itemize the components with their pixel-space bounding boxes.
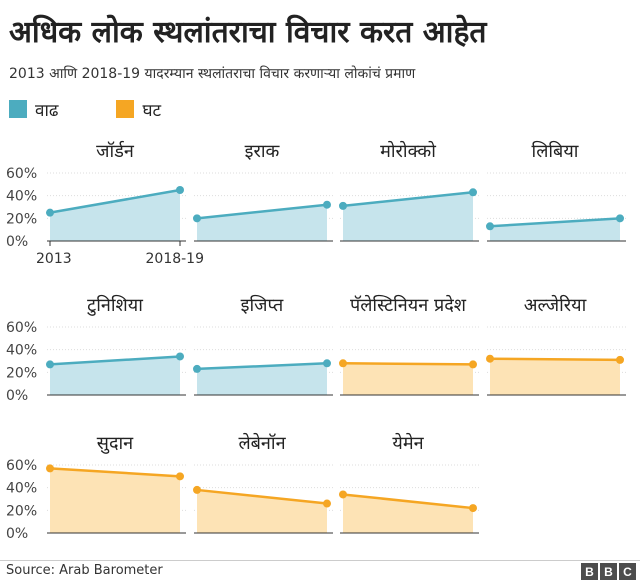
legend-label-decrease: घट	[142, 100, 162, 121]
series-line	[489, 217, 621, 228]
series-line	[342, 493, 474, 510]
data-point	[616, 214, 624, 223]
legend-label-increase: वाढ	[35, 100, 59, 121]
data-point	[323, 200, 331, 209]
panel-title: टुनिशिया	[86, 294, 143, 316]
bbc-logo: B B C	[581, 563, 636, 580]
panel-title: जॉर्डन	[96, 140, 135, 162]
series-line	[196, 203, 328, 220]
series-line	[342, 191, 474, 208]
data-point	[616, 355, 624, 364]
y-tick-label: 0%	[6, 526, 28, 542]
y-tick-label: 60%	[6, 320, 37, 336]
area-fill	[490, 358, 620, 395]
data-point	[339, 359, 347, 368]
y-tick-label: 40%	[6, 189, 37, 205]
data-point	[176, 472, 184, 481]
data-point	[469, 504, 477, 513]
y-tick-label: 0%	[6, 388, 28, 404]
chart-subtitle: 2013 आणि 2018-19 यादरम्यान स्थलांतराचा व…	[9, 66, 416, 82]
area-fill	[50, 468, 180, 533]
data-point	[193, 364, 201, 373]
series-line	[49, 467, 181, 478]
y-tick-label: 40%	[6, 481, 37, 497]
legend-swatch-increase	[9, 100, 27, 118]
source-note: Source: Arab Barometer	[6, 563, 163, 578]
y-tick-label: 20%	[6, 211, 37, 227]
area-fill	[343, 192, 473, 241]
series-line	[342, 362, 474, 366]
panel-title: पॅलेस्टिनियन प्रदेश	[350, 294, 467, 316]
panel-title: लेबेनॉन	[238, 432, 286, 454]
bbc-logo-letter: C	[619, 563, 636, 580]
area-fill	[490, 218, 620, 241]
series-line	[49, 188, 181, 214]
bbc-logo-letter: B	[600, 563, 617, 580]
data-point	[339, 201, 347, 210]
area-fill	[50, 190, 180, 241]
data-point	[46, 360, 54, 369]
chart-title: अधिक लोक स्थलांतराचा विचार करत आहेत	[9, 15, 487, 50]
series-line	[489, 357, 621, 362]
data-point	[486, 354, 494, 363]
panel-title: येमेन	[392, 432, 424, 454]
y-tick-label: 60%	[6, 166, 37, 182]
data-point	[469, 360, 477, 369]
data-point	[486, 222, 494, 231]
data-point	[339, 490, 347, 499]
data-point	[469, 188, 477, 197]
panel-title: मोरोक्को	[380, 140, 436, 162]
y-tick-label: 40%	[6, 343, 37, 359]
y-tick-label: 20%	[6, 365, 37, 381]
x-tick-label: 2013	[36, 251, 72, 267]
small-multiples-chart: 60% 40% 20% 0% 60% 40% 20% 0% 60% 40% 20% 0% जॉर्डन इ…	[6, 140, 626, 542]
panel-title: लिबिया	[532, 140, 579, 162]
panel-title: इजिप्त	[241, 294, 284, 316]
x-tick-label: 2018-19	[146, 251, 205, 267]
legend-swatch-decrease	[116, 100, 135, 118]
area-fill	[197, 363, 327, 395]
y-tick-label: 20%	[6, 503, 37, 519]
panel-title: इराक	[245, 141, 281, 162]
data-point	[193, 485, 201, 494]
area-fill	[343, 363, 473, 395]
data-point	[176, 186, 184, 194]
y-tick-label: 0%	[6, 234, 28, 250]
series-line	[196, 488, 328, 505]
y-tick-label: 60%	[6, 458, 37, 474]
area-fill	[343, 494, 473, 533]
legend-item-increase: वाढ	[9, 98, 58, 121]
legend-item-decrease: घट	[116, 98, 161, 121]
footer-divider	[0, 560, 640, 561]
data-point	[46, 464, 54, 473]
area-fill	[50, 356, 180, 395]
panel-title: अल्जेरिया	[524, 294, 587, 316]
data-point	[323, 359, 331, 368]
bbc-logo-letter: B	[581, 563, 598, 580]
legend: वाढ घट	[9, 97, 219, 121]
data-point	[193, 214, 201, 223]
panel-title: सुदान	[97, 433, 134, 454]
series-line	[49, 355, 181, 366]
area-fill	[197, 204, 327, 241]
data-point	[176, 352, 184, 361]
series-line	[196, 362, 328, 371]
data-point	[46, 208, 54, 217]
data-point	[323, 499, 331, 508]
